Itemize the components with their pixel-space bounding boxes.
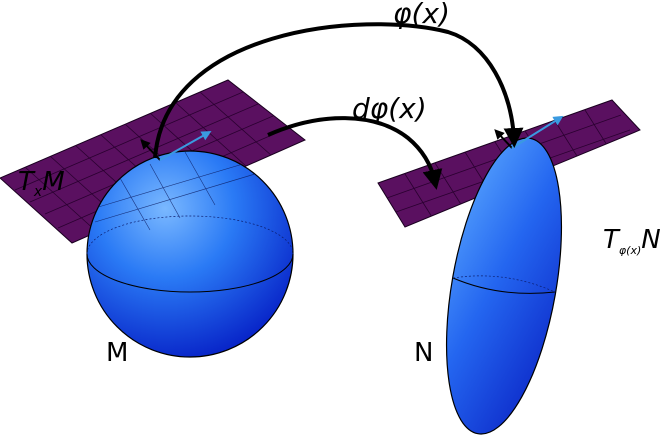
- manifold-m-sphere: [86, 150, 294, 358]
- tangent-vectors-m: [140, 131, 212, 161]
- manifold-m-label: M: [106, 338, 128, 368]
- dphi-label: dφ(x): [352, 92, 427, 125]
- dphi-map-arrow: [267, 116, 443, 190]
- tangent-space-n-t: T: [603, 225, 621, 255]
- phi-label: φ(x): [393, 0, 450, 30]
- phi-map-arrow: [153, 22, 524, 159]
- manifold-n-label: N: [414, 338, 433, 368]
- manifold-n-ellipsoid: [445, 137, 563, 435]
- tangent-space-m-t: T: [18, 167, 36, 197]
- tangent-space-m-label: TxM: [18, 167, 65, 200]
- tangent-space-n-space: N: [641, 225, 660, 255]
- tangent-space-n-label: Tφ(x)N: [603, 225, 660, 257]
- tangent-space-m-subscript: x: [33, 184, 43, 200]
- tangent-space-m-space: M: [42, 167, 64, 197]
- tangent-space-n-subscript: φ(x): [619, 244, 641, 257]
